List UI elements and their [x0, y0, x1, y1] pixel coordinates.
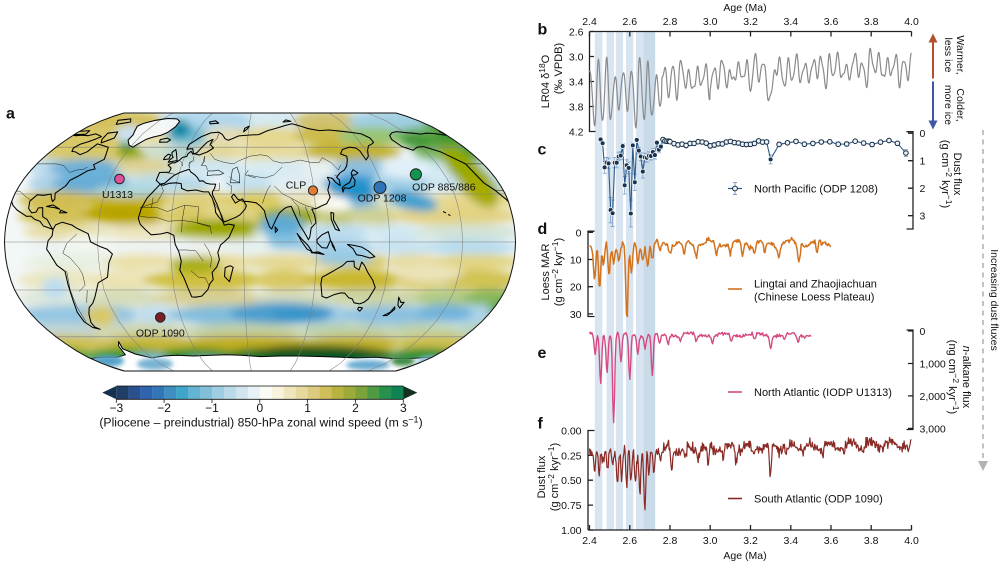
svg-text:b: b	[538, 22, 548, 39]
svg-text:North Pacific (ODP 1208): North Pacific (ODP 1208)	[754, 184, 878, 196]
svg-text:0.75: 0.75	[561, 500, 582, 512]
svg-text:1: 1	[920, 156, 926, 168]
svg-text:−1: −1	[205, 401, 219, 415]
svg-text:n-alkane flux(ng cm−2 kyr−1): n-alkane flux(ng cm−2 kyr−1)	[946, 340, 972, 414]
svg-text:3.0: 3.0	[703, 535, 718, 547]
svg-text:1.00: 1.00	[561, 525, 582, 537]
svg-text:0: 0	[256, 401, 263, 415]
svg-text:4.2: 4.2	[569, 127, 584, 139]
svg-text:0: 0	[920, 128, 926, 140]
svg-text:Warmer,less ice: Warmer,less ice	[942, 35, 966, 74]
svg-text:3.4: 3.4	[783, 16, 798, 28]
svg-text:Increasing dust fluxes: Increasing dust fluxes	[988, 249, 1000, 351]
svg-text:4.0: 4.0	[904, 16, 919, 28]
svg-text:3: 3	[400, 401, 407, 415]
svg-text:2.6: 2.6	[622, 535, 637, 547]
svg-text:0.25: 0.25	[561, 450, 582, 462]
svg-text:3.0: 3.0	[569, 52, 584, 64]
svg-text:2.8: 2.8	[663, 535, 678, 547]
svg-text:ODP 885/886: ODP 885/886	[412, 181, 476, 193]
svg-text:3.6: 3.6	[824, 535, 839, 547]
svg-text:3.8: 3.8	[864, 16, 879, 28]
svg-text:3.0: 3.0	[703, 16, 718, 28]
svg-text:LR04 δ18O(‰ VPDB): LR04 δ18O(‰ VPDB)	[537, 43, 565, 108]
svg-text:3: 3	[920, 211, 926, 223]
svg-text:Colder,more ice: Colder,more ice	[942, 85, 966, 125]
svg-text:ODP 1208: ODP 1208	[358, 193, 407, 205]
svg-text:(Pliocene – preindustrial) 850: (Pliocene – preindustrial) 850-hPa zonal…	[99, 415, 422, 430]
svg-text:4.0: 4.0	[904, 535, 919, 547]
svg-text:South Atlantic (ODP 1090): South Atlantic (ODP 1090)	[754, 494, 883, 506]
svg-text:−3: −3	[109, 401, 123, 415]
svg-text:2: 2	[920, 183, 926, 195]
svg-text:−2: −2	[157, 401, 171, 415]
svg-text:ODP 1090: ODP 1090	[136, 327, 185, 339]
svg-text:3.4: 3.4	[783, 535, 798, 547]
svg-text:Dust flux(g cm−2 kyr−1): Dust flux(g cm−2 kyr−1)	[536, 443, 561, 511]
svg-text:0.00: 0.00	[561, 426, 582, 438]
svg-text:3.8: 3.8	[864, 535, 879, 547]
svg-text:0: 0	[920, 326, 926, 338]
svg-text:U1313: U1313	[102, 189, 133, 201]
svg-text:1,000: 1,000	[920, 359, 946, 371]
svg-text:f: f	[538, 416, 544, 433]
svg-text:(Chinese Loess Plateau): (Chinese Loess Plateau)	[754, 292, 874, 304]
svg-text:2.8: 2.8	[663, 16, 678, 28]
svg-text:10: 10	[570, 255, 582, 267]
svg-text:3.2: 3.2	[743, 535, 758, 547]
svg-text:2.6: 2.6	[622, 16, 637, 28]
svg-text:3.4: 3.4	[569, 77, 584, 89]
svg-text:0: 0	[576, 227, 582, 239]
svg-text:3.2: 3.2	[743, 16, 758, 28]
svg-text:a: a	[6, 106, 15, 123]
svg-text:2.6: 2.6	[569, 27, 584, 39]
svg-text:2: 2	[352, 401, 359, 415]
svg-text:Loess MAR(g cm−2 kyr−1): Loess MAR(g cm−2 kyr−1)	[540, 238, 565, 306]
svg-text:c: c	[538, 142, 547, 159]
svg-text:Age (Ma): Age (Ma)	[723, 550, 766, 562]
svg-text:2,000: 2,000	[920, 391, 946, 403]
svg-text:3,000: 3,000	[920, 423, 946, 435]
svg-text:Lingtai and Zhaojiachuan: Lingtai and Zhaojiachuan	[754, 279, 877, 291]
svg-text:1: 1	[304, 401, 311, 415]
svg-text:e: e	[538, 345, 547, 362]
svg-text:Age (Ma): Age (Ma)	[723, 2, 766, 14]
svg-text:2.4: 2.4	[582, 16, 597, 28]
svg-text:North Atlantic (IODP U1313): North Atlantic (IODP U1313)	[754, 387, 892, 399]
svg-text:2.4: 2.4	[582, 535, 597, 547]
svg-text:0.50: 0.50	[561, 475, 582, 487]
svg-text:Dust flux(g cm−2 kyr−1): Dust flux(g cm−2 kyr−1)	[939, 140, 963, 208]
svg-text:d: d	[538, 221, 548, 238]
svg-text:3.8: 3.8	[569, 102, 584, 114]
svg-text:20: 20	[570, 282, 582, 294]
svg-text:CLP: CLP	[286, 180, 306, 192]
svg-text:3.6: 3.6	[824, 16, 839, 28]
svg-text:30: 30	[570, 309, 582, 321]
